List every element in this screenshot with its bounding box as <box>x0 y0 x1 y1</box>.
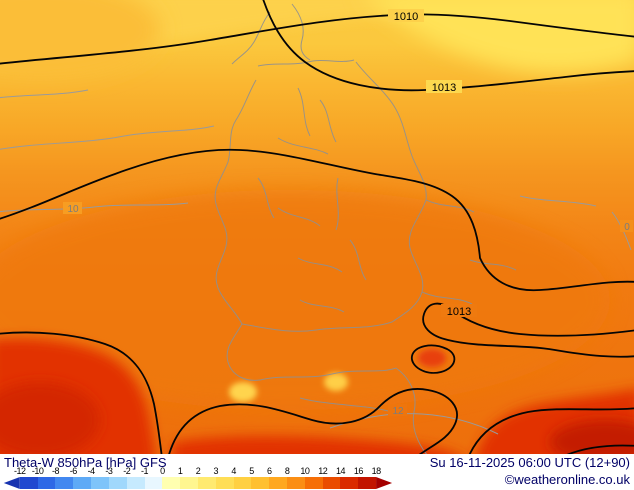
scale-tick-label: 1 <box>177 466 183 476</box>
scale-tick-label: 5 <box>249 466 254 476</box>
scale-tick-label: 6 <box>267 466 272 476</box>
scale-tick-label: -6 <box>69 466 78 476</box>
scale-segment <box>144 477 163 489</box>
scale-ticks: -12 -10 -8 -6 -4 -3 -2 -1 0 1 2 3 4 5 6 8 10 12 14 16 18 <box>2 466 394 476</box>
isobar-label-text: 1013 <box>447 306 471 318</box>
scale-segment <box>233 477 252 489</box>
field-topright-bright <box>370 0 634 73</box>
scale-tick-label: -1 <box>141 466 149 476</box>
scale-tick-label: 18 <box>371 466 382 476</box>
field-yellow-spot-west-alps <box>229 382 257 402</box>
scale-segment <box>91 477 109 489</box>
scale-segment <box>215 477 234 489</box>
theta-label-text: 0 <box>624 222 630 233</box>
scale-tick-label: 14 <box>336 466 346 476</box>
scale-segment <box>73 477 92 489</box>
scale-tick-label: 10 <box>300 466 310 476</box>
field-red-bottomcenter <box>172 435 456 454</box>
scale-tick-label: -8 <box>51 466 60 476</box>
scale-segment <box>55 477 74 489</box>
scale-segment <box>162 477 181 489</box>
scale-segment <box>126 477 145 489</box>
theta-label-text: 10 <box>67 204 79 215</box>
scale-tick-label: 3 <box>213 466 219 476</box>
scale-tick-label: 4 <box>231 466 236 476</box>
weather-map: 1010 1013 1013 10 0 12 <box>0 0 634 454</box>
scale-tick-label: -2 <box>123 466 131 476</box>
scale-tick-label: 2 <box>195 466 201 476</box>
map-footer: Theta-W 850hPa [hPa] GFS Su 16-11-2025 0… <box>0 454 634 490</box>
theta-label-text: 12 <box>392 406 404 417</box>
scale-segment <box>251 477 270 489</box>
scale-segment <box>197 477 216 489</box>
scale-tick-label: -3 <box>105 466 113 476</box>
field-red-spot <box>418 349 446 367</box>
scale-tick-label: -12 <box>14 466 26 476</box>
scale-segment <box>376 477 393 489</box>
contour-label-theta-10: 10 <box>63 202 82 215</box>
contour-label-1013-mid: 1013 <box>441 304 477 318</box>
scale-segment <box>340 477 359 489</box>
contour-label-theta-0: 0 <box>620 220 633 233</box>
scale-segment <box>304 477 323 489</box>
scale-tick-label: 12 <box>318 466 328 476</box>
isobar-label-text: 1010 <box>394 11 418 23</box>
scale-segment <box>180 477 198 489</box>
contour-label-1010: 1010 <box>388 9 424 23</box>
field-darkred-bottomleft <box>0 382 100 454</box>
scale-tick-label: 16 <box>353 466 364 476</box>
scale-segment <box>358 477 377 489</box>
scale-segment <box>3 477 20 489</box>
forecast-datetime: Su 16-11-2025 06:00 UTC (12+90) <box>429 455 630 470</box>
scale-tick-label: 0 <box>160 466 165 476</box>
scale-tick-label: -10 <box>31 466 44 476</box>
field-center-deep-orange <box>0 190 610 410</box>
scale-segment <box>37 477 56 489</box>
map-title: Theta-W 850hPa [hPa] GFS <box>4 455 167 470</box>
weather-map-svg: 1010 1013 1013 10 0 12 <box>0 0 634 454</box>
contour-label-theta-12: 12 <box>388 404 407 417</box>
scale-segment <box>108 477 127 489</box>
scale-segment <box>269 477 287 489</box>
field-yellow-spot-east-alps <box>324 373 348 391</box>
scale-segment <box>287 477 305 489</box>
scale-segment <box>322 477 341 489</box>
color-scale: -12 -10 -8 -6 -4 -3 -2 -1 0 1 2 3 4 5 6 8 10 12 14 16 18 <box>2 466 394 489</box>
isobar-label-text: 1013 <box>432 82 456 94</box>
country-borders <box>214 3 517 454</box>
scale-segments <box>2 477 394 489</box>
black-isobars <box>0 0 634 454</box>
scale-tick-label: 8 <box>284 466 290 476</box>
scale-tick-label: -4 <box>87 466 96 476</box>
contour-label-1013-top: 1013 <box>426 80 462 94</box>
scale-segment <box>19 477 38 489</box>
copyright-text: ©weatheronline.co.uk <box>504 472 630 487</box>
